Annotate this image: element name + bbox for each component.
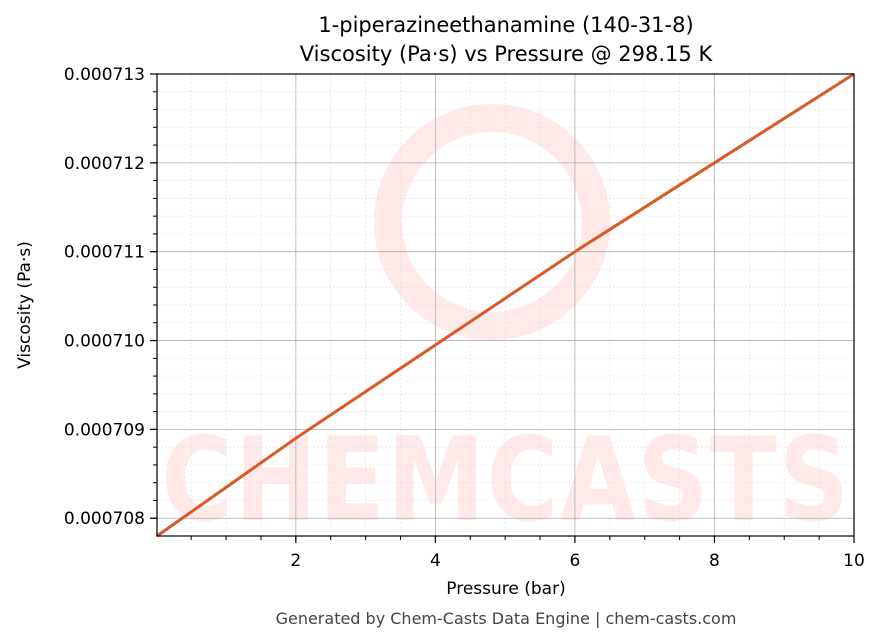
x-tick-label: 8 bbox=[709, 551, 720, 571]
y-tick-label: 0.000712 bbox=[64, 154, 145, 174]
x-tick-label: 2 bbox=[290, 551, 301, 571]
y-tick-label: 0.000711 bbox=[64, 243, 145, 263]
x-tick-label: 10 bbox=[843, 551, 865, 571]
grid-major bbox=[157, 73, 855, 536]
series-line bbox=[156, 72, 855, 538]
x-tick-label: 6 bbox=[570, 551, 581, 571]
series-group bbox=[156, 72, 855, 538]
ticks bbox=[150, 73, 855, 543]
footer-credit: Generated by Chem-Casts Data Engine | ch… bbox=[276, 609, 737, 628]
x-axis-label: Pressure (bar) bbox=[446, 579, 565, 599]
y-tick-label: 0.000708 bbox=[64, 509, 145, 529]
tick-labels: 2 4 6 8 10 0.000708 0.000709 0.000710 0.000711 0.… bbox=[64, 65, 865, 571]
chart-title-line1: 1-piperazineethanamine (140-31-8) bbox=[318, 13, 693, 37]
watermark-logo bbox=[374, 104, 610, 340]
y-tick-label: 0.000710 bbox=[64, 332, 145, 352]
x-tick-label: 4 bbox=[430, 551, 441, 571]
y-tick-label: 0.000709 bbox=[64, 420, 145, 440]
chart-title-line2: Viscosity (Pa·s) vs Pressure @ 298.15 K bbox=[300, 42, 714, 66]
watermark: CHEMCASTS bbox=[161, 104, 851, 548]
y-axis-label: Viscosity (Pa·s) bbox=[15, 241, 35, 369]
watermark-text: CHEMCASTS bbox=[161, 413, 851, 548]
y-tick-label: 0.000713 bbox=[64, 65, 145, 85]
